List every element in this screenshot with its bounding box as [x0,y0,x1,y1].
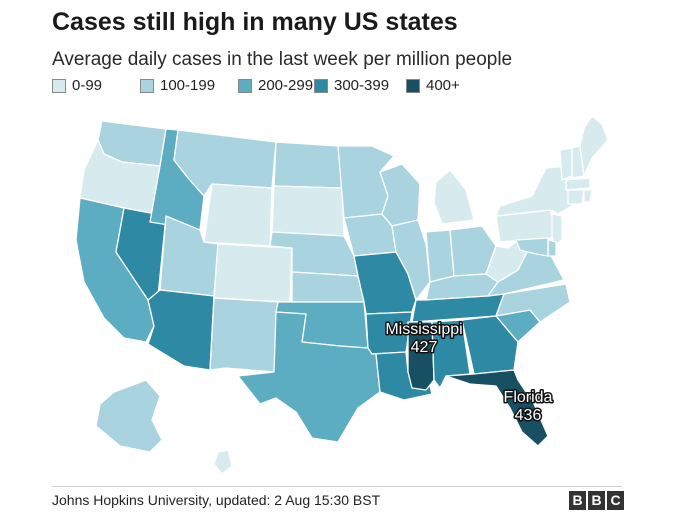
callout-florida-value: 436 [515,407,542,424]
footer-divider [52,486,622,487]
bbc-logo-letter-3: C [607,491,624,510]
legend-swatch-400-plus [406,79,420,93]
state-wy [203,183,273,247]
state-sd [271,185,345,237]
callout-mississippi-name: Mississippi [385,321,462,338]
state-ny [495,165,573,217]
state-nj [551,213,563,247]
state-tx [237,311,381,443]
state-de [547,239,557,257]
state-me [579,115,609,177]
legend-swatch-200-299 [238,79,252,93]
state-ct [567,189,585,205]
state-in [425,229,455,283]
state-hi [213,449,233,475]
chart-title: Cases still high in many US states [52,8,458,36]
source-note: Johns Hopkins University, updated: 2 Aug… [52,492,381,508]
callout-florida-name: Florida [504,389,553,406]
state-fl [445,369,549,447]
legend-label-0-99: 0-99 [72,77,103,94]
state-ga [461,315,519,375]
callout-florida: Florida 436 [502,388,554,426]
state-il [391,219,431,301]
legend-label-300-399: 300-399 [334,77,390,94]
state-ks [291,271,365,303]
chart-subtitle: Average daily cases in the last week per… [52,49,513,70]
state-nm [209,297,279,373]
legend-label-200-299: 200-299 [258,77,314,94]
legend-swatch-0-99 [52,79,66,93]
state-nd [273,141,343,189]
legend-swatch-100-199 [140,79,154,93]
bbc-logo-letter-1: B [569,491,586,510]
state-vt [559,147,573,181]
bbc-logo-letter-2: B [588,491,605,510]
legend-label-100-199: 100-199 [160,77,216,94]
state-ma [565,177,591,191]
state-co [213,243,293,303]
state-ri [583,189,593,203]
state-ak [95,379,163,453]
state-md [515,237,549,257]
callout-mississippi-value: 427 [411,339,438,356]
legend-label-400-plus: 400+ [426,77,460,94]
state-mi [433,169,475,225]
legend-swatch-300-399 [314,79,328,93]
state-az [147,289,215,371]
callout-mississippi: Mississippi 427 [384,320,464,358]
